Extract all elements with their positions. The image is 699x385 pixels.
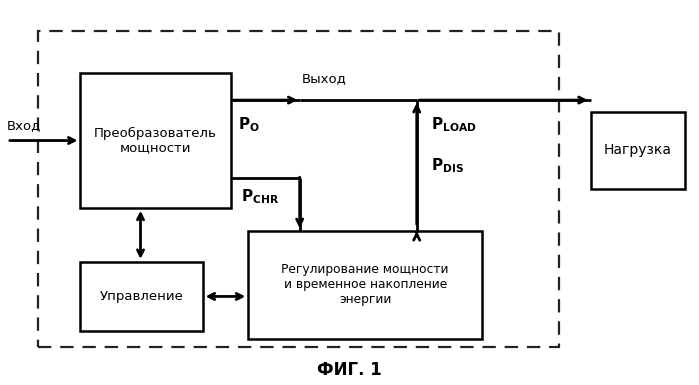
Text: $\mathbf{P_{LOAD}}$: $\mathbf{P_{LOAD}}$ [431, 116, 477, 134]
FancyBboxPatch shape [591, 112, 685, 189]
Text: Вход: Вход [7, 119, 41, 132]
Text: $\mathbf{P_{O}}$: $\mathbf{P_{O}}$ [238, 116, 259, 134]
Text: $\mathbf{P_{CHR}}$: $\mathbf{P_{CHR}}$ [240, 187, 279, 206]
Text: Регулирование мощности
и временное накопление
энергии: Регулирование мощности и временное накоп… [282, 263, 449, 306]
Text: Выход: Выход [301, 72, 346, 85]
FancyBboxPatch shape [80, 262, 203, 331]
Text: ФИГ. 1: ФИГ. 1 [317, 361, 382, 378]
Text: Управление: Управление [100, 290, 183, 303]
FancyBboxPatch shape [80, 73, 231, 208]
Text: Преобразователь
мощности: Преобразователь мощности [94, 127, 217, 154]
Text: Нагрузка: Нагрузка [604, 143, 672, 157]
Text: $\mathbf{P_{DIS}}$: $\mathbf{P_{DIS}}$ [431, 156, 463, 175]
FancyBboxPatch shape [248, 231, 482, 339]
